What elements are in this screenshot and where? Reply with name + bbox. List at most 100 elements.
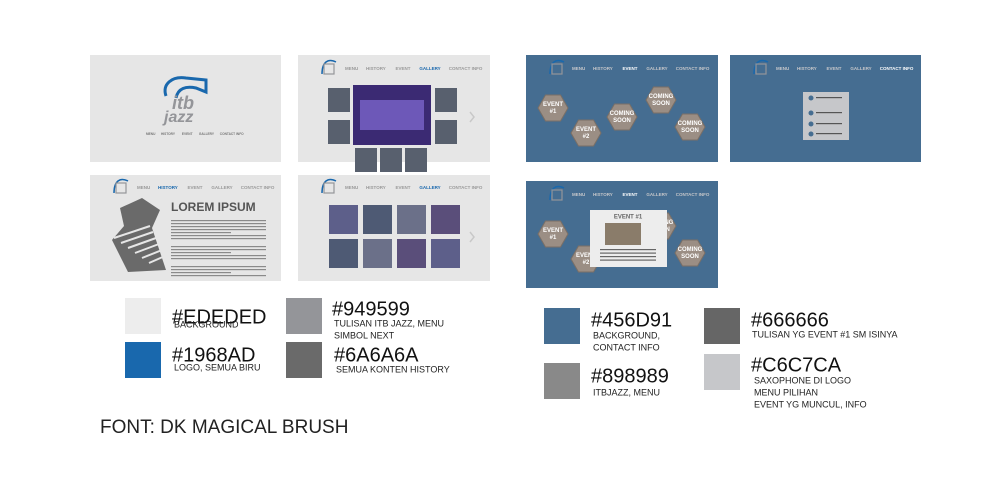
- logo-line1: itb: [172, 93, 194, 113]
- nav-item: EVENT: [395, 185, 410, 190]
- text-line: [171, 255, 266, 257]
- gallery-grid-item: [363, 205, 392, 234]
- nav-item: MENU: [137, 185, 150, 190]
- next-arrow: [469, 231, 475, 243]
- gallery-grid-item: [329, 239, 358, 268]
- event-label: EVENT: [543, 102, 563, 108]
- color-swatch: [544, 363, 580, 399]
- event-label: COMING: [610, 111, 635, 117]
- gallery-thumb: [435, 88, 457, 112]
- event-hexagon: [570, 119, 602, 147]
- swatch-label: TULISAN ITB JAZZ, MENU: [334, 318, 444, 328]
- text-line: [171, 223, 266, 225]
- nav-item: HISTORY: [797, 66, 817, 71]
- logo-sax: [163, 76, 208, 99]
- text-line: [171, 246, 266, 248]
- event-hexagon: [606, 103, 638, 131]
- swatch-hex: #EDEDED: [172, 306, 266, 328]
- event-label: #2: [583, 134, 590, 140]
- text-line: [171, 238, 266, 240]
- text-line: [171, 272, 231, 274]
- gallery-grid-item: [397, 205, 426, 234]
- history-title: LOREM IPSUM: [171, 200, 256, 214]
- nav-item: MENU: [345, 66, 358, 71]
- event-label: #2: [583, 260, 590, 266]
- nav-item: GALLERY: [646, 192, 667, 197]
- swatch-label: ITBJAZZ, MENU: [593, 387, 660, 397]
- popup-line: [600, 256, 656, 258]
- color-swatch: [704, 308, 740, 344]
- text-line: [171, 235, 266, 237]
- nav-item: CONTACT INFO: [676, 66, 710, 71]
- text-line: [171, 266, 266, 268]
- contact-icon: [808, 131, 814, 137]
- swatch-hex: #C6C7CA: [751, 354, 842, 376]
- logo-shape: [321, 59, 337, 75]
- contact-icon: [808, 110, 814, 116]
- swatch-label: TULISAN YG EVENT #1 SM ISINYA: [752, 329, 898, 339]
- event-label: #1: [550, 109, 557, 115]
- logo-mark: [551, 63, 563, 75]
- logo-mark: [755, 63, 767, 75]
- logo-shape: [753, 59, 769, 75]
- nav-item: EVENT: [622, 66, 637, 71]
- logo-mark: [115, 182, 127, 194]
- nav-item: EVENT: [395, 66, 410, 71]
- nav-item: CONTACT INFO: [880, 66, 914, 71]
- nav-item: MENU: [146, 132, 156, 136]
- swatch-label: BACKGROUND,: [593, 330, 660, 340]
- swatch-hex: #898989: [591, 365, 669, 387]
- event-label: COMING: [649, 94, 674, 100]
- swatch-hex: #456D91: [591, 309, 672, 331]
- event-label: #1: [550, 235, 557, 241]
- swatch-label: SIMBOL NEXT: [334, 330, 395, 340]
- text-line: [171, 226, 266, 228]
- text-line: [171, 229, 266, 231]
- nav-item: HISTORY: [593, 192, 613, 197]
- event-label: SOON: [652, 101, 670, 107]
- swatch-hex: #666666: [751, 309, 829, 331]
- nav-item: HISTORY: [593, 66, 613, 71]
- color-swatch: [286, 298, 322, 334]
- sax-stripe: [141, 249, 163, 259]
- gallery-grid-item: [329, 205, 358, 234]
- event-hexagon: [537, 220, 569, 248]
- nav-item: GALLERY: [419, 185, 440, 190]
- event-label: SOON: [613, 118, 631, 124]
- logo-shape: [321, 178, 337, 194]
- text-line: [171, 275, 266, 277]
- nav-item: MENU: [572, 66, 585, 71]
- swatch-label: MENU PILIHAN: [754, 387, 818, 397]
- nav-item: CONTACT INFO: [676, 192, 710, 197]
- event-label: EVENT: [576, 127, 596, 133]
- nav-item: HISTORY: [366, 66, 386, 71]
- event-hexagon: [645, 86, 677, 114]
- event-hexagon: [674, 113, 706, 141]
- gallery-thumb: [380, 148, 402, 172]
- event-label: COMING: [678, 247, 703, 253]
- nav-item: GALLERY: [419, 66, 440, 71]
- popup-line: [600, 249, 656, 251]
- nav-item: EVENT: [182, 132, 193, 136]
- gallery-grid-item: [431, 205, 460, 234]
- logo-shape: [113, 178, 129, 194]
- logo-mark: [323, 63, 335, 75]
- nav-item: EVENT: [622, 192, 637, 197]
- swatch-label: SEMUA KONTEN HISTORY: [336, 364, 450, 374]
- nav-item: GALLERY: [850, 66, 871, 71]
- contact-line: [816, 123, 842, 125]
- nav-item: MENU: [572, 192, 585, 197]
- sax-stripe: [120, 231, 154, 244]
- sax-stripe: [148, 255, 166, 264]
- event-hexagon: [674, 239, 706, 267]
- swatch-hex: #949599: [332, 298, 410, 320]
- swatch-label: CONTACT INFO: [593, 342, 660, 352]
- color-swatch: [125, 298, 161, 334]
- nav-item: CONTACT INFO: [449, 66, 483, 71]
- event-label: SOON: [681, 254, 699, 260]
- popup-image: [605, 223, 641, 245]
- nav-item: HISTORY: [366, 185, 386, 190]
- font-note: FONT: DK MAGICAL BRUSH: [100, 417, 348, 438]
- swatch-label: LOGO, SEMUA BIRU: [174, 362, 261, 372]
- contact-icon: [808, 121, 814, 127]
